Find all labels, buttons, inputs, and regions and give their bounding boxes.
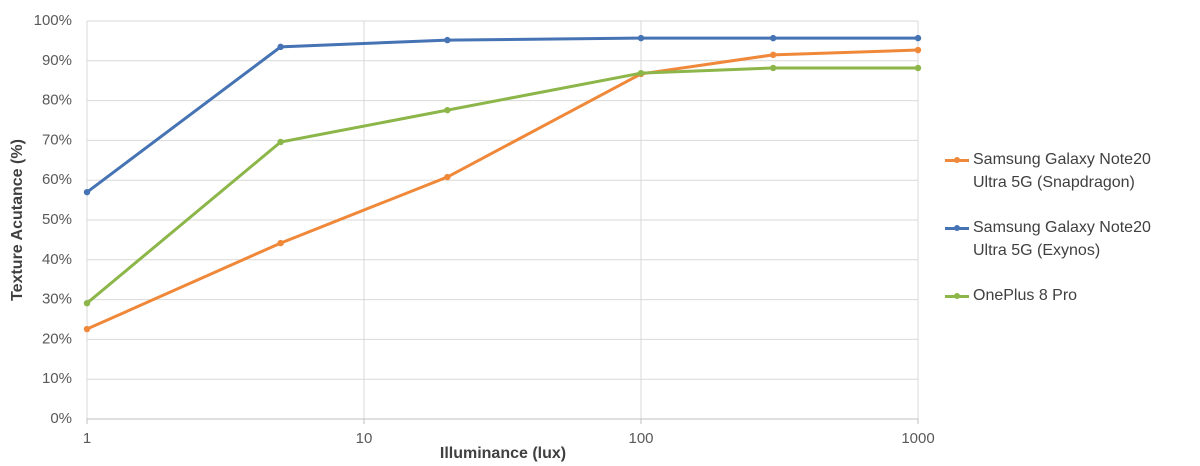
data-point [83,188,91,196]
legend-swatch [945,157,969,163]
data-point [914,64,922,72]
legend: Samsung Galaxy Note20 Ultra 5G (Snapdrag… [945,148,1175,329]
legend-label: Samsung Galaxy Note20 Ultra 5G (Exynos) [973,219,1151,259]
data-point [444,106,451,114]
data-point [277,138,284,146]
data-point [914,46,922,54]
data-point [769,34,777,42]
data-point [83,299,91,307]
data-point [444,173,451,181]
x-tick-label: 10 [356,430,373,447]
x-axis-label: Illuminance (lux) [440,445,566,462]
series-line [86,48,919,331]
legend-swatch [945,293,969,299]
y-tick-label: 30% [42,291,72,308]
data-point [277,239,284,247]
x-tick-label: 100 [628,430,653,447]
y-tick-label: 70% [42,131,72,148]
y-tick-label: 20% [42,330,72,347]
y-tick-label: 80% [42,92,72,109]
series-line [86,36,918,194]
data-point [277,43,284,51]
x-tick-label: 1 [83,430,91,447]
legend-swatch [945,225,969,231]
series-line [86,66,918,305]
data-point [769,64,777,72]
data-point [83,325,91,333]
data-point [637,69,645,77]
legend-entry: OnePlus 8 Pro [945,284,1175,307]
y-tick-label: 0% [50,410,72,427]
legend-entry: Samsung Galaxy Note20 Ultra 5G (Snapdrag… [945,148,1175,194]
data-point [637,34,645,42]
y-tick-label: 10% [42,370,72,387]
legend-label: OnePlus 8 Pro [973,287,1078,304]
x-tick-label: 1000 [901,430,934,447]
y-tick-label: 50% [42,211,72,228]
y-tick-label: 40% [42,251,72,268]
y-tick-label: 90% [42,52,72,69]
legend-entry: Samsung Galaxy Note20 Ultra 5G (Exynos) [945,216,1175,262]
y-tick-label: 100% [34,12,72,29]
data-point [914,34,922,42]
y-axis-label: Texture Acutance (%) [9,139,26,301]
legend-label: Samsung Galaxy Note20 Ultra 5G (Snapdrag… [973,151,1151,191]
data-point [444,36,451,44]
y-tick-label: 60% [42,171,72,188]
data-point [769,51,777,59]
